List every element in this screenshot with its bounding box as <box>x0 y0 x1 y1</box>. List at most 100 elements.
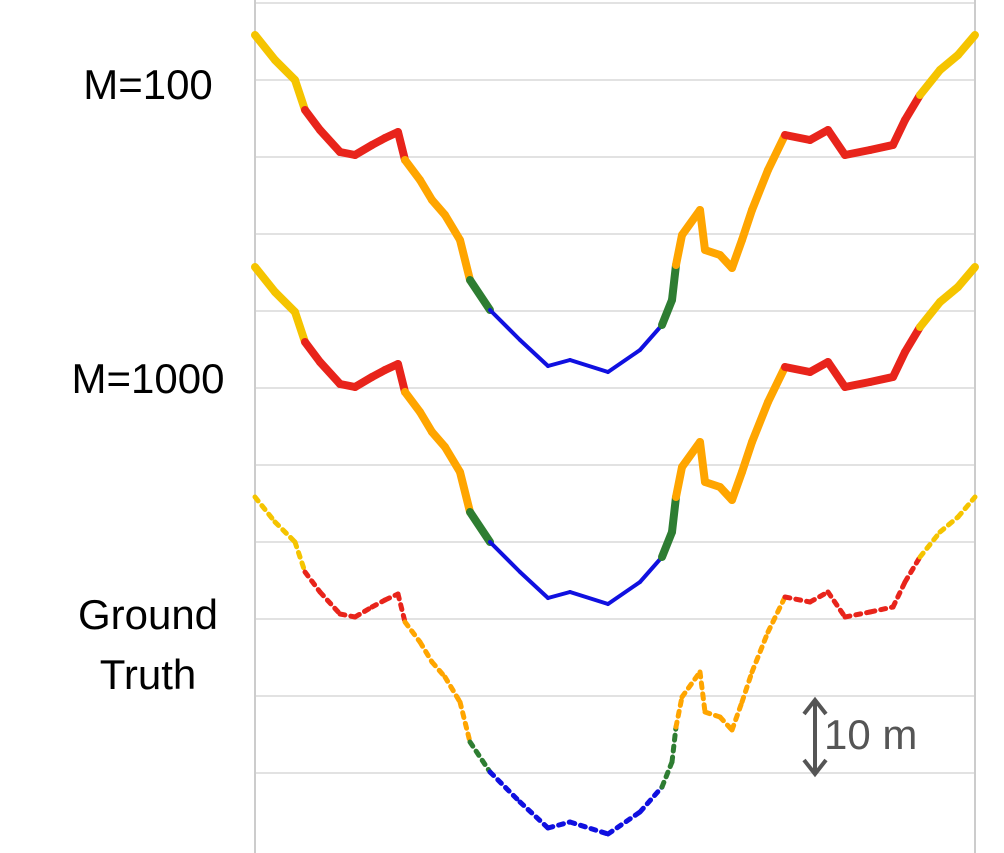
profile <box>251 31 979 374</box>
profile-segment <box>901 323 924 356</box>
profile-segment <box>954 263 979 291</box>
profile-segment <box>841 146 874 159</box>
profile-segment <box>517 799 551 831</box>
row-label: Ground <box>78 591 218 638</box>
profile-segment <box>251 31 279 64</box>
profile-segment <box>272 519 298 545</box>
profile-segment <box>394 360 409 396</box>
profile-segment <box>457 699 473 745</box>
profile-segment <box>765 594 788 635</box>
profile-segment <box>316 358 344 388</box>
profile-segment <box>467 739 493 775</box>
profile-segment <box>292 539 308 575</box>
profile-segment <box>252 494 278 525</box>
profile-segment <box>764 363 789 406</box>
profile-segment <box>638 555 664 584</box>
profile-segment <box>697 669 708 715</box>
profile-segment <box>702 709 723 720</box>
profile-segment <box>824 126 849 159</box>
profile-segment <box>764 131 789 174</box>
profile-segment <box>669 724 679 765</box>
profile-segment <box>673 694 685 730</box>
profile-segment <box>637 784 665 815</box>
profile-segment <box>748 398 772 446</box>
grid <box>255 2 975 774</box>
profile-segment <box>738 206 756 244</box>
profile-segment <box>638 323 664 352</box>
profile-segment <box>316 126 344 156</box>
profile-segment <box>658 296 676 329</box>
profile-segment <box>825 589 848 620</box>
profile-segment <box>441 443 464 476</box>
profile-segment <box>401 388 424 416</box>
profile-segment <box>916 298 944 331</box>
profile-segment <box>545 819 573 831</box>
profile-segment <box>738 438 756 476</box>
profile-segment <box>291 76 309 114</box>
profile-segment <box>659 759 675 790</box>
profile-segment <box>251 263 279 296</box>
profile-segment <box>568 358 610 374</box>
scale-label: 10 m <box>824 711 917 758</box>
profile-segment <box>605 809 643 837</box>
profile-segment <box>441 211 464 244</box>
profile-segment <box>487 769 523 805</box>
profile-segment <box>466 508 494 546</box>
profile-segment <box>728 468 746 504</box>
profile-segment <box>301 338 324 366</box>
profile-segment <box>782 594 813 605</box>
profile-segment <box>401 156 424 184</box>
profile-segment <box>679 669 703 700</box>
profile-segment <box>916 66 944 99</box>
profile-segment <box>402 619 423 645</box>
profile-segment <box>696 206 709 254</box>
profile-segment <box>937 514 961 535</box>
profile-segment <box>901 91 924 124</box>
profile-segment <box>466 276 494 314</box>
profile-segment <box>917 529 943 560</box>
profile-segment <box>717 714 735 733</box>
profile-segment <box>429 659 448 680</box>
profile-segment <box>606 580 642 606</box>
profile-segment <box>456 236 474 284</box>
profile-segment <box>889 116 909 149</box>
profile-segment <box>658 528 676 561</box>
row-label: M=1000 <box>72 355 225 402</box>
profile-segment <box>668 493 680 536</box>
profile-segment <box>395 591 408 625</box>
scale-bar <box>802 696 828 778</box>
profile-segment <box>955 494 978 520</box>
profile-segment <box>889 348 909 381</box>
profile <box>252 494 978 837</box>
profile <box>251 263 979 606</box>
profile-segment <box>672 231 686 269</box>
profile-segment <box>729 699 745 733</box>
profile-segment <box>518 570 550 600</box>
profile-segment <box>456 468 474 516</box>
profile-segment <box>606 348 642 374</box>
profile-segment <box>841 378 874 391</box>
profile-segment <box>867 604 896 615</box>
profile-segment <box>954 31 979 59</box>
profile-segment <box>668 261 680 304</box>
profile-segment <box>301 106 324 134</box>
profile-segment <box>824 358 849 391</box>
profile-segment <box>417 639 435 665</box>
row-label: Truth <box>100 651 196 698</box>
profile-segment <box>748 166 772 214</box>
profile-segment <box>352 604 375 620</box>
profile-segment <box>518 338 550 368</box>
profile-segment <box>394 128 409 164</box>
profile-segment <box>781 131 814 144</box>
profile-segment <box>302 569 323 595</box>
profile-segment <box>271 288 299 316</box>
profile-segment <box>696 438 709 486</box>
profile-segment <box>546 590 572 600</box>
profile-segment <box>567 819 611 837</box>
profile-segment <box>890 579 908 610</box>
profile-segment <box>488 308 522 342</box>
profile-segment <box>842 609 873 620</box>
profile-segment <box>728 236 746 272</box>
profile-segment <box>902 554 923 585</box>
